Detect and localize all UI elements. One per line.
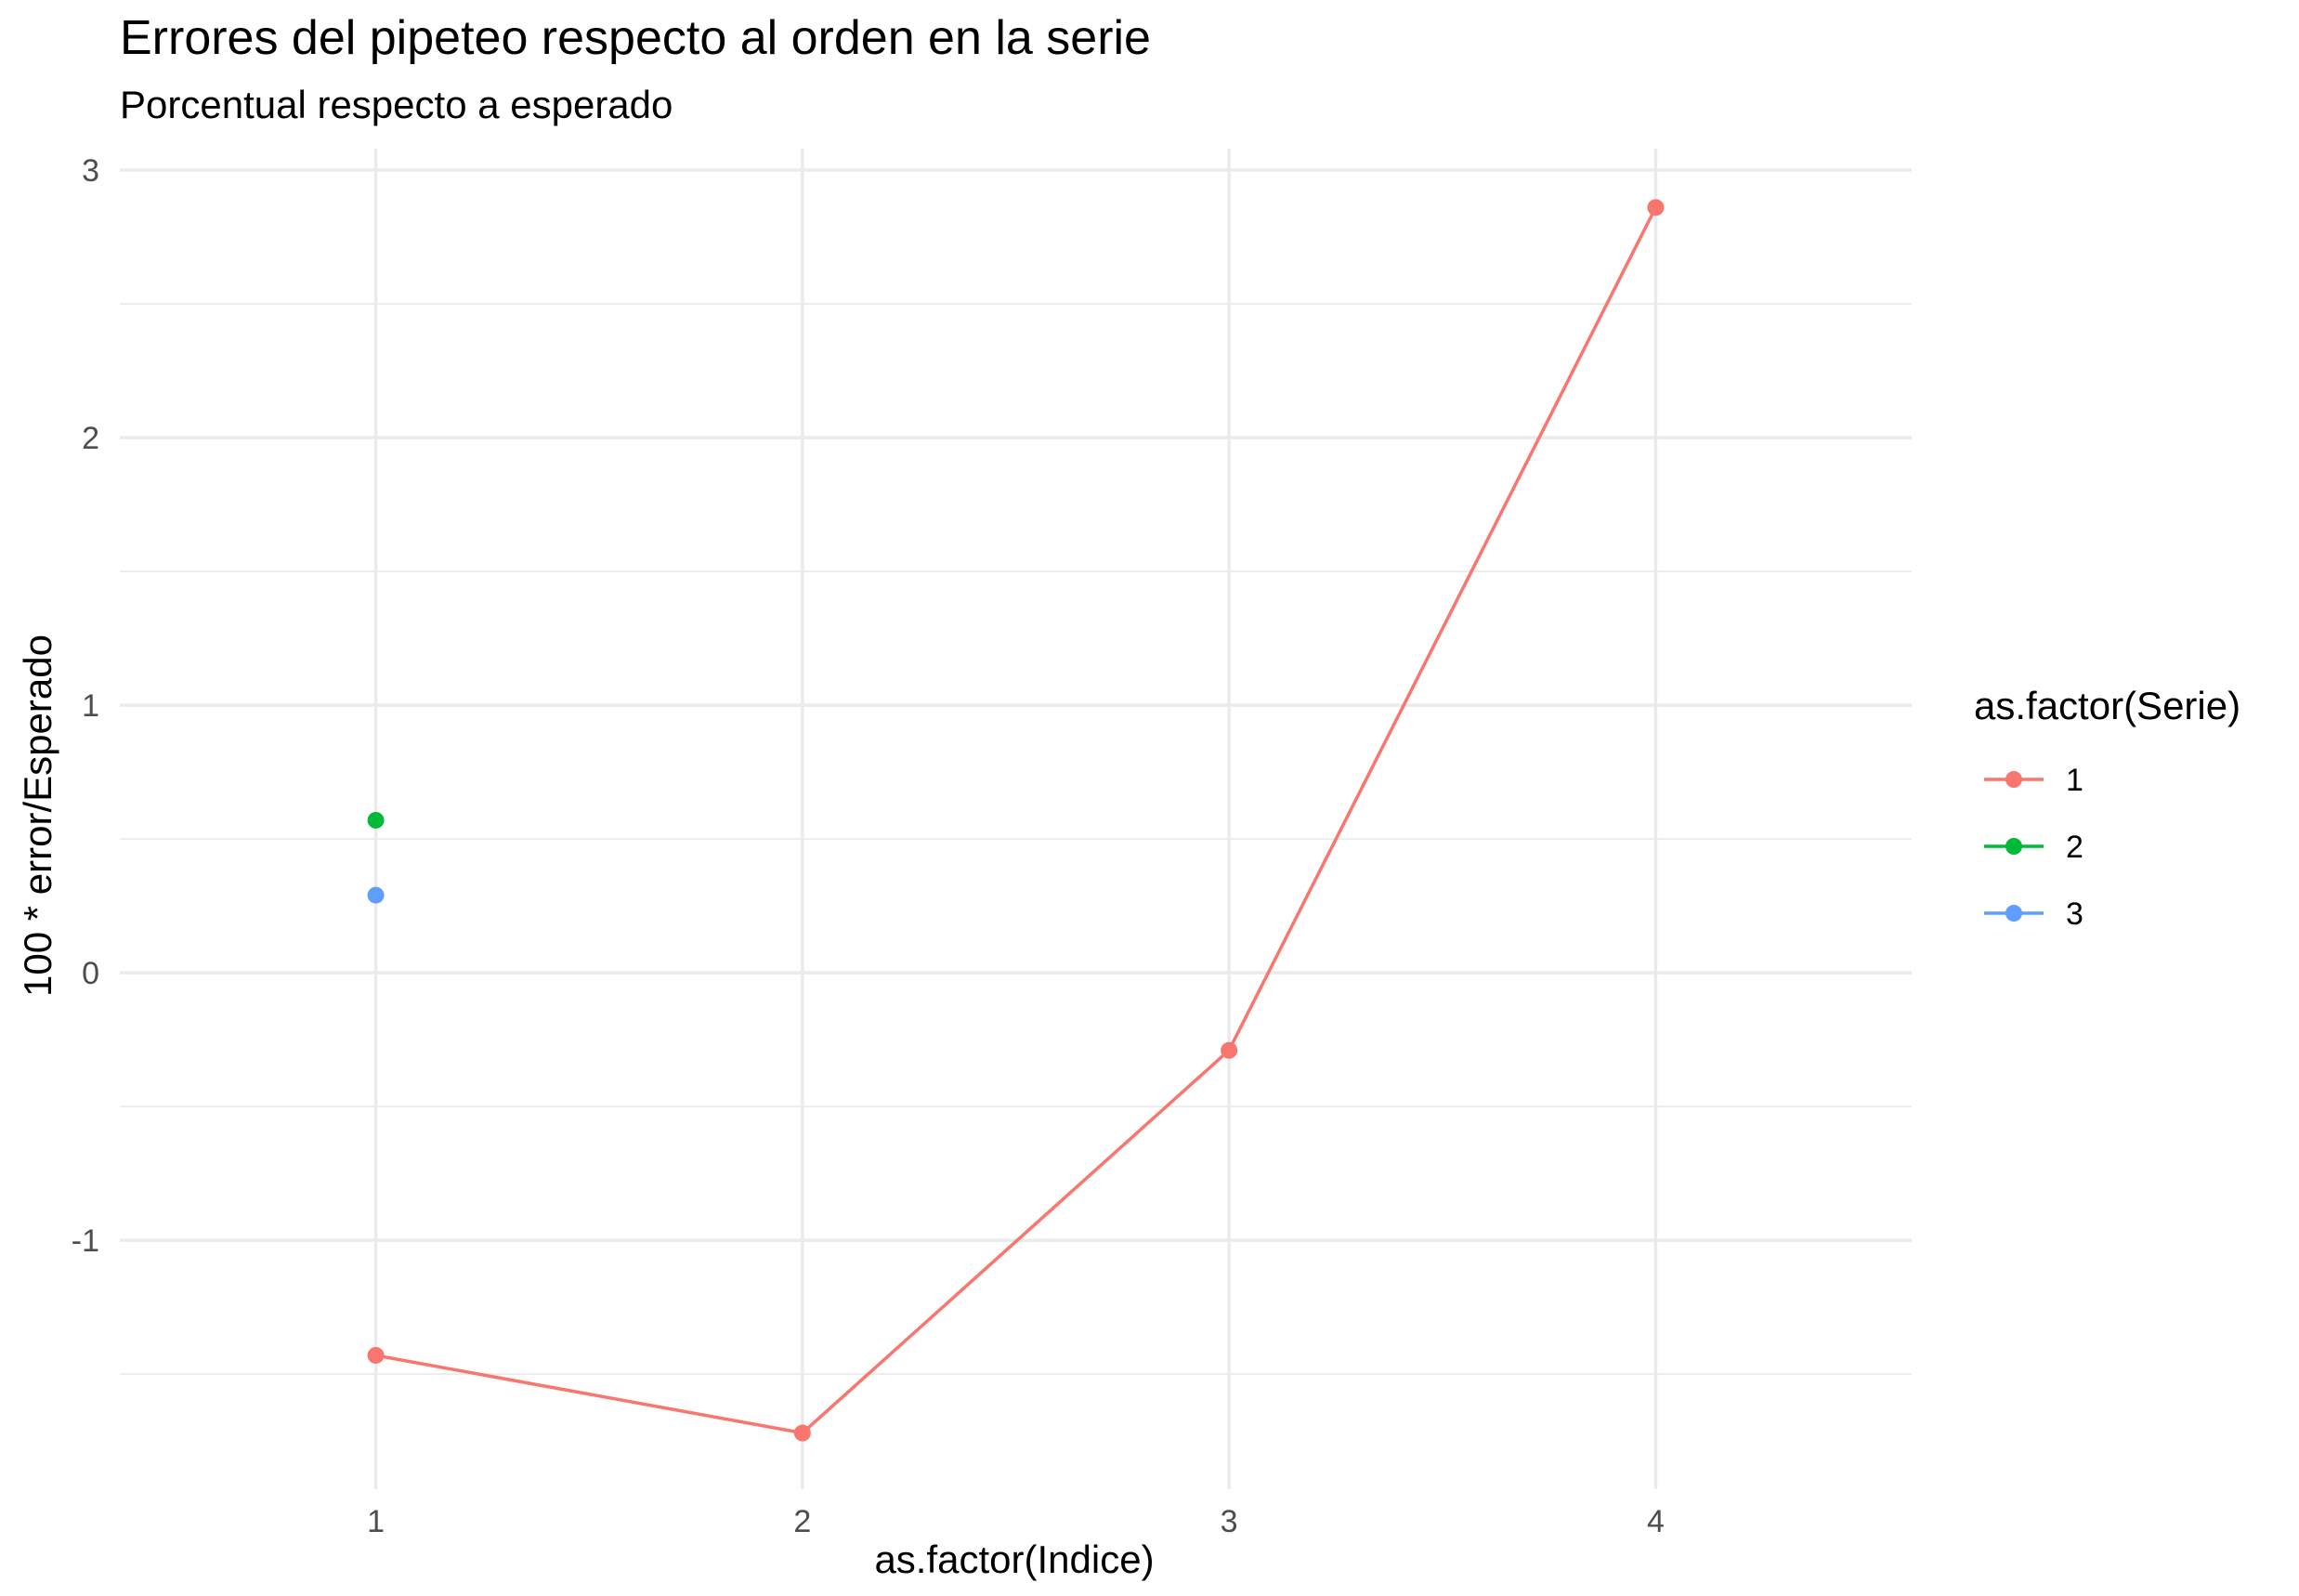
legend-key-point (2005, 905, 2022, 922)
legend-label: 1 (2066, 763, 2083, 798)
y-axis-label: 100 * error/Esperado (16, 634, 59, 997)
legend-label: 2 (2066, 830, 2083, 865)
x-tick-label: 1 (367, 1504, 385, 1539)
series-1-point (367, 1346, 385, 1364)
y-tick-label: 1 (82, 688, 99, 724)
legend-label: 3 (2066, 896, 2083, 932)
x-tick-label: 4 (1647, 1504, 1665, 1539)
y-tick-label: 0 (82, 956, 99, 991)
legend-key-point (2005, 771, 2022, 788)
plot-axes: -1 0 1 2 3 1 2 3 4 (72, 153, 1665, 1539)
legend-key-point (2005, 838, 2022, 855)
legend-items: 1 2 3 (1984, 763, 2083, 932)
chart-title: Errores del pipeteo respecto al orden en… (120, 11, 1151, 65)
series-2-point (367, 811, 385, 829)
series-1-point (793, 1424, 811, 1442)
legend: as.factor(Serie) 1 2 3 (1974, 684, 2240, 932)
y-tick-label: 3 (82, 153, 99, 189)
series-3-point (367, 886, 385, 904)
legend-title: as.factor(Serie) (1974, 684, 2240, 727)
x-tick-label: 2 (793, 1504, 811, 1539)
chart-subtitle: Porcentual respecto a esperado (120, 83, 673, 126)
y-tick-label: -1 (72, 1223, 99, 1259)
x-axis-label: as.factor(Indice) (874, 1537, 1154, 1581)
series-1-line (375, 206, 1657, 1435)
x-tick-label: 3 (1221, 1504, 1238, 1539)
plot-series (367, 199, 1665, 1442)
y-tick-label: 2 (82, 421, 99, 456)
series-1-point (1221, 1041, 1238, 1059)
series-1-point (1647, 199, 1665, 216)
